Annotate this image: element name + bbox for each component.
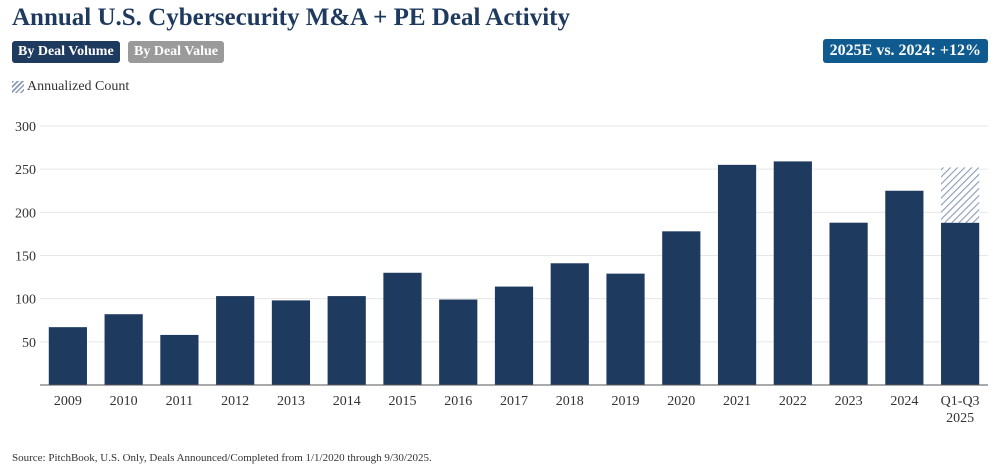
- y-tick-label: 50: [22, 336, 36, 351]
- hatched-swatch-icon: [12, 81, 24, 93]
- x-tick-label: 2020: [667, 394, 695, 409]
- growth-badge: 2025E vs. 2024: +12%: [822, 39, 988, 63]
- y-tick-label: 150: [15, 250, 36, 265]
- bar: [383, 272, 422, 385]
- x-tick-label: 2019: [612, 394, 640, 409]
- bar: [439, 299, 478, 385]
- bar: [717, 164, 757, 385]
- x-tick-label: 2015: [388, 394, 416, 409]
- bar: [48, 327, 87, 385]
- x-tick-label: 2009: [54, 394, 82, 409]
- bar: [550, 263, 589, 385]
- x-tick-label: 2017: [500, 394, 528, 409]
- y-tick-label: 250: [15, 163, 36, 178]
- y-tick-label: 100: [15, 293, 36, 308]
- x-tick-label: Q1-Q3 2025: [941, 394, 980, 426]
- bar: [327, 296, 366, 385]
- bar: [829, 222, 868, 385]
- chart-legend: Annualized Count: [12, 79, 129, 95]
- bar-chart: 50 100 150 200 250 300 2009 2010 2011 2012 2013 201…: [15, 120, 988, 426]
- x-tick-label: 2022: [779, 394, 807, 409]
- x-tick-label: 2013: [277, 394, 305, 409]
- y-tick-label: 200: [15, 206, 36, 221]
- bar: [104, 314, 143, 385]
- annualized-bar: [941, 167, 980, 223]
- bar: [606, 273, 645, 385]
- x-tick-label: 2012: [221, 394, 249, 409]
- bar: [271, 300, 311, 385]
- bar: [160, 334, 199, 385]
- x-tick-label: 2011: [166, 394, 193, 409]
- x-tick-label: 2021: [723, 394, 751, 409]
- bar: [941, 222, 980, 385]
- bar: [773, 161, 812, 385]
- by-deal-value-button[interactable]: By Deal Value: [128, 41, 225, 63]
- legend-annualized-label: Annualized Count: [27, 79, 130, 94]
- x-tick-label: 2014: [333, 394, 361, 409]
- bar: [662, 231, 701, 385]
- bar: [494, 286, 534, 385]
- x-tick-label: 2016: [444, 394, 472, 409]
- bar: [216, 296, 255, 385]
- chart-title: Annual U.S. Cybersecurity M&A + PE Deal …: [12, 4, 570, 31]
- by-deal-volume-button[interactable]: By Deal Volume: [12, 41, 120, 63]
- x-tick-label: 2010: [110, 394, 138, 409]
- bar: [885, 190, 924, 385]
- x-tick-label: 2018: [556, 394, 584, 409]
- y-tick-label: 300: [15, 120, 36, 135]
- source-note: Source: PitchBook, U.S. Only, Deals Anno…: [12, 452, 432, 464]
- x-tick-label: 2023: [835, 394, 863, 409]
- x-tick-label: 2024: [890, 394, 918, 409]
